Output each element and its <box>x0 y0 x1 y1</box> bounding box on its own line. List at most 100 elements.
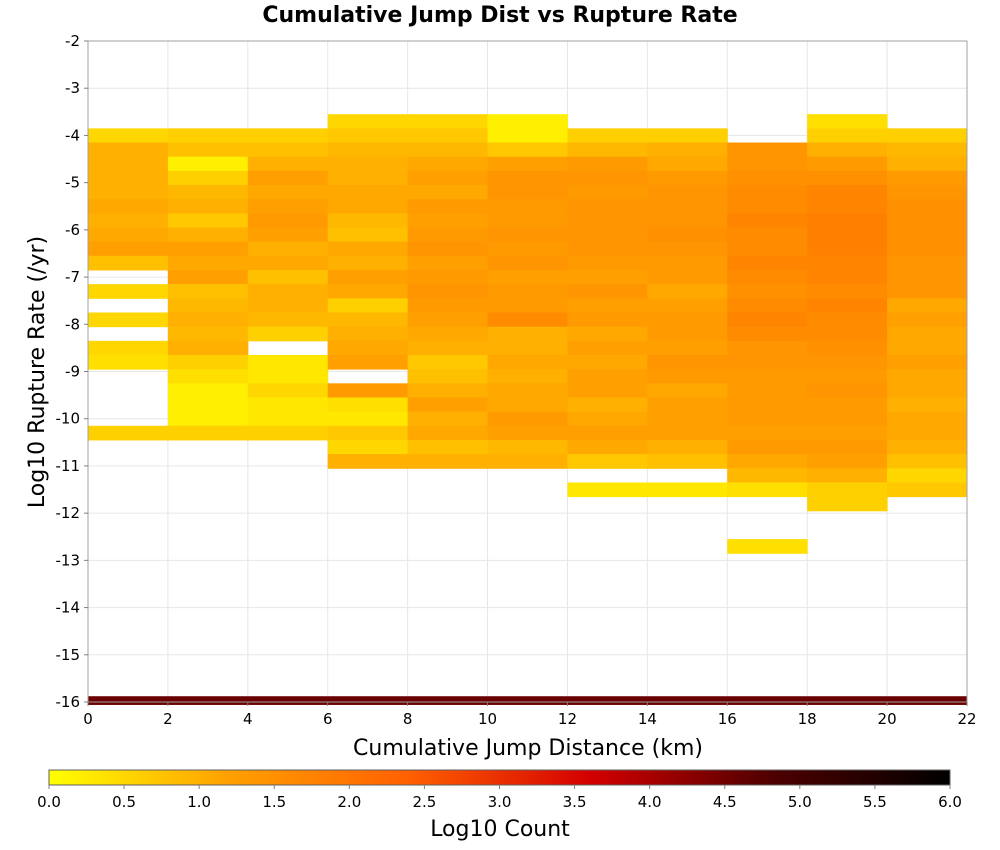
heatmap-cell <box>887 369 968 384</box>
heatmap-cell <box>727 439 808 455</box>
heatmap-cell <box>567 439 648 455</box>
heatmap-cell <box>88 284 169 299</box>
heatmap-cell <box>807 468 888 483</box>
heatmap-cell <box>407 227 489 243</box>
x-tick-label: 10 <box>478 710 497 728</box>
heatmap-cell <box>567 411 648 427</box>
x-tick-label: 14 <box>638 710 657 728</box>
heatmap-cell <box>407 156 489 172</box>
heatmap-cell <box>487 227 568 243</box>
heatmap-cell <box>647 397 728 413</box>
heatmap-cell <box>167 199 249 214</box>
colorbar-tick-label: 5.0 <box>788 793 812 811</box>
x-tick-label: 6 <box>323 710 333 728</box>
heatmap-cell <box>807 354 888 370</box>
heatmap-cell <box>567 312 648 328</box>
heatmap-cell <box>407 383 489 398</box>
heatmap-cell <box>727 411 808 427</box>
y-tick-label: -11 <box>56 457 81 475</box>
heatmap-cell <box>327 454 409 469</box>
heatmap-cell <box>167 411 249 427</box>
heatmap-cell <box>327 326 409 342</box>
heatmap-cell <box>807 312 888 328</box>
heatmap-cell <box>807 269 888 285</box>
heatmap-cell <box>88 156 169 172</box>
heatmap-cell <box>327 439 409 455</box>
heatmap-cell <box>167 227 249 243</box>
heatmap-cell <box>487 114 568 129</box>
heatmap-cell <box>647 298 728 313</box>
heatmap-cell <box>807 326 888 342</box>
colorbar-tick-label: 0.0 <box>37 793 61 811</box>
heatmap-cell <box>647 312 728 328</box>
heatmap-cell <box>327 241 409 257</box>
heatmap-cell <box>567 425 648 441</box>
heatmap-cell <box>647 383 728 398</box>
heatmap-cell <box>487 170 568 186</box>
x-tick-label: 22 <box>957 710 976 728</box>
heatmap-cell <box>727 298 808 313</box>
heatmap-cell <box>407 213 489 228</box>
heatmap-cell <box>647 241 728 257</box>
heatmap-cell <box>327 128 409 144</box>
y-tick-label: -7 <box>65 268 80 286</box>
heatmap-cell <box>487 298 568 313</box>
heatmap-cell <box>647 170 728 186</box>
heatmap-cell <box>727 142 808 158</box>
colorbar-tick-label: 4.5 <box>713 793 737 811</box>
colorbar-tick-label: 1.0 <box>187 793 211 811</box>
heatmap-cell <box>167 354 249 370</box>
heatmap-cell <box>167 255 249 271</box>
heatmap-cell <box>247 284 329 299</box>
heatmap-cell <box>647 340 728 356</box>
colorbar-tick-label: 2.5 <box>412 793 436 811</box>
colorbar-tick-label: 3.0 <box>488 793 512 811</box>
heatmap-cell <box>407 128 489 144</box>
heatmap-cell <box>247 185 329 200</box>
heatmap-cell <box>647 454 728 469</box>
heatmap-cell <box>567 199 648 214</box>
heatmap-cell <box>407 397 489 413</box>
heatmap-cell <box>887 241 968 257</box>
heatmap-cell <box>247 369 329 384</box>
heatmap-cell <box>487 354 568 370</box>
y-tick-label: -9 <box>65 363 80 381</box>
heatmap-cell <box>487 340 568 356</box>
heatmap-cell <box>247 354 329 370</box>
y-tick-label: -16 <box>56 693 81 711</box>
heatmap-cell <box>647 128 728 144</box>
heatmap-cell <box>727 425 808 441</box>
heatmap-cell <box>407 312 489 328</box>
heatmap-cell <box>567 340 648 356</box>
x-tick-label: 2 <box>163 710 173 728</box>
heatmap-cell <box>567 269 648 285</box>
heatmap-cell <box>167 369 249 384</box>
heatmap-cell <box>487 326 568 342</box>
heatmap-cell <box>247 383 329 398</box>
heatmap-cell <box>487 383 568 398</box>
heatmap-cell <box>407 454 489 469</box>
heatmap-cell <box>807 185 888 200</box>
heatmap-cell <box>727 227 808 243</box>
heatmap-cell <box>647 255 728 271</box>
heatmap-cell <box>887 397 968 413</box>
heatmap-cell <box>887 199 968 214</box>
heatmap-cell <box>887 482 968 498</box>
y-tick-label: -15 <box>56 646 81 664</box>
colorbar-tick-label: 6.0 <box>938 793 962 811</box>
heatmap-cell <box>807 411 888 427</box>
colorbar-title: Log10 Count <box>430 817 570 842</box>
heatmap-cell <box>88 199 169 214</box>
heatmap-cell <box>167 241 249 257</box>
x-tick-label: 4 <box>243 710 253 728</box>
heatmap-cell <box>807 482 888 498</box>
heatmap-cell <box>88 142 169 158</box>
heatmap-cell <box>327 312 409 328</box>
heatmap-cell <box>887 269 968 285</box>
heatmap-cell <box>887 156 968 172</box>
heatmap-cell <box>727 369 808 384</box>
heatmap-cell <box>407 199 489 214</box>
y-tick-label: -13 <box>56 551 81 569</box>
heatmap-cell <box>647 439 728 455</box>
heatmap-cell <box>407 326 489 342</box>
